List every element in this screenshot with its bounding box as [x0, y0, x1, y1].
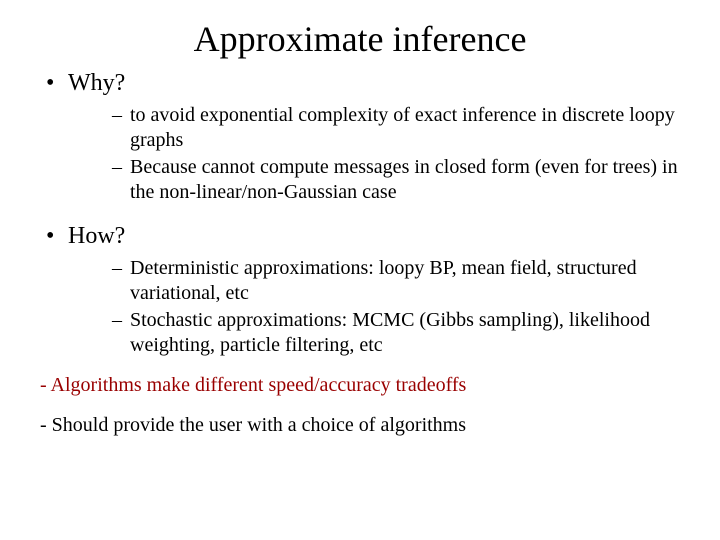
heading-why: Why? [40, 70, 680, 97]
footnote-line: - Should provide the user with a choice … [40, 412, 680, 438]
footnote-line: - Algorithms make different speed/accura… [40, 372, 680, 398]
why-item: Because cannot compute messages in close… [40, 155, 680, 205]
how-item: Stochastic approximations: MCMC (Gibbs s… [40, 308, 680, 358]
how-item: Deterministic approximations: loopy BP, … [40, 256, 680, 306]
heading-how: How? [40, 223, 680, 250]
slide-container: Approximate inference Why? to avoid expo… [0, 0, 720, 438]
slide-title: Approximate inference [40, 18, 680, 60]
why-item: to avoid exponential complexity of exact… [40, 103, 680, 153]
